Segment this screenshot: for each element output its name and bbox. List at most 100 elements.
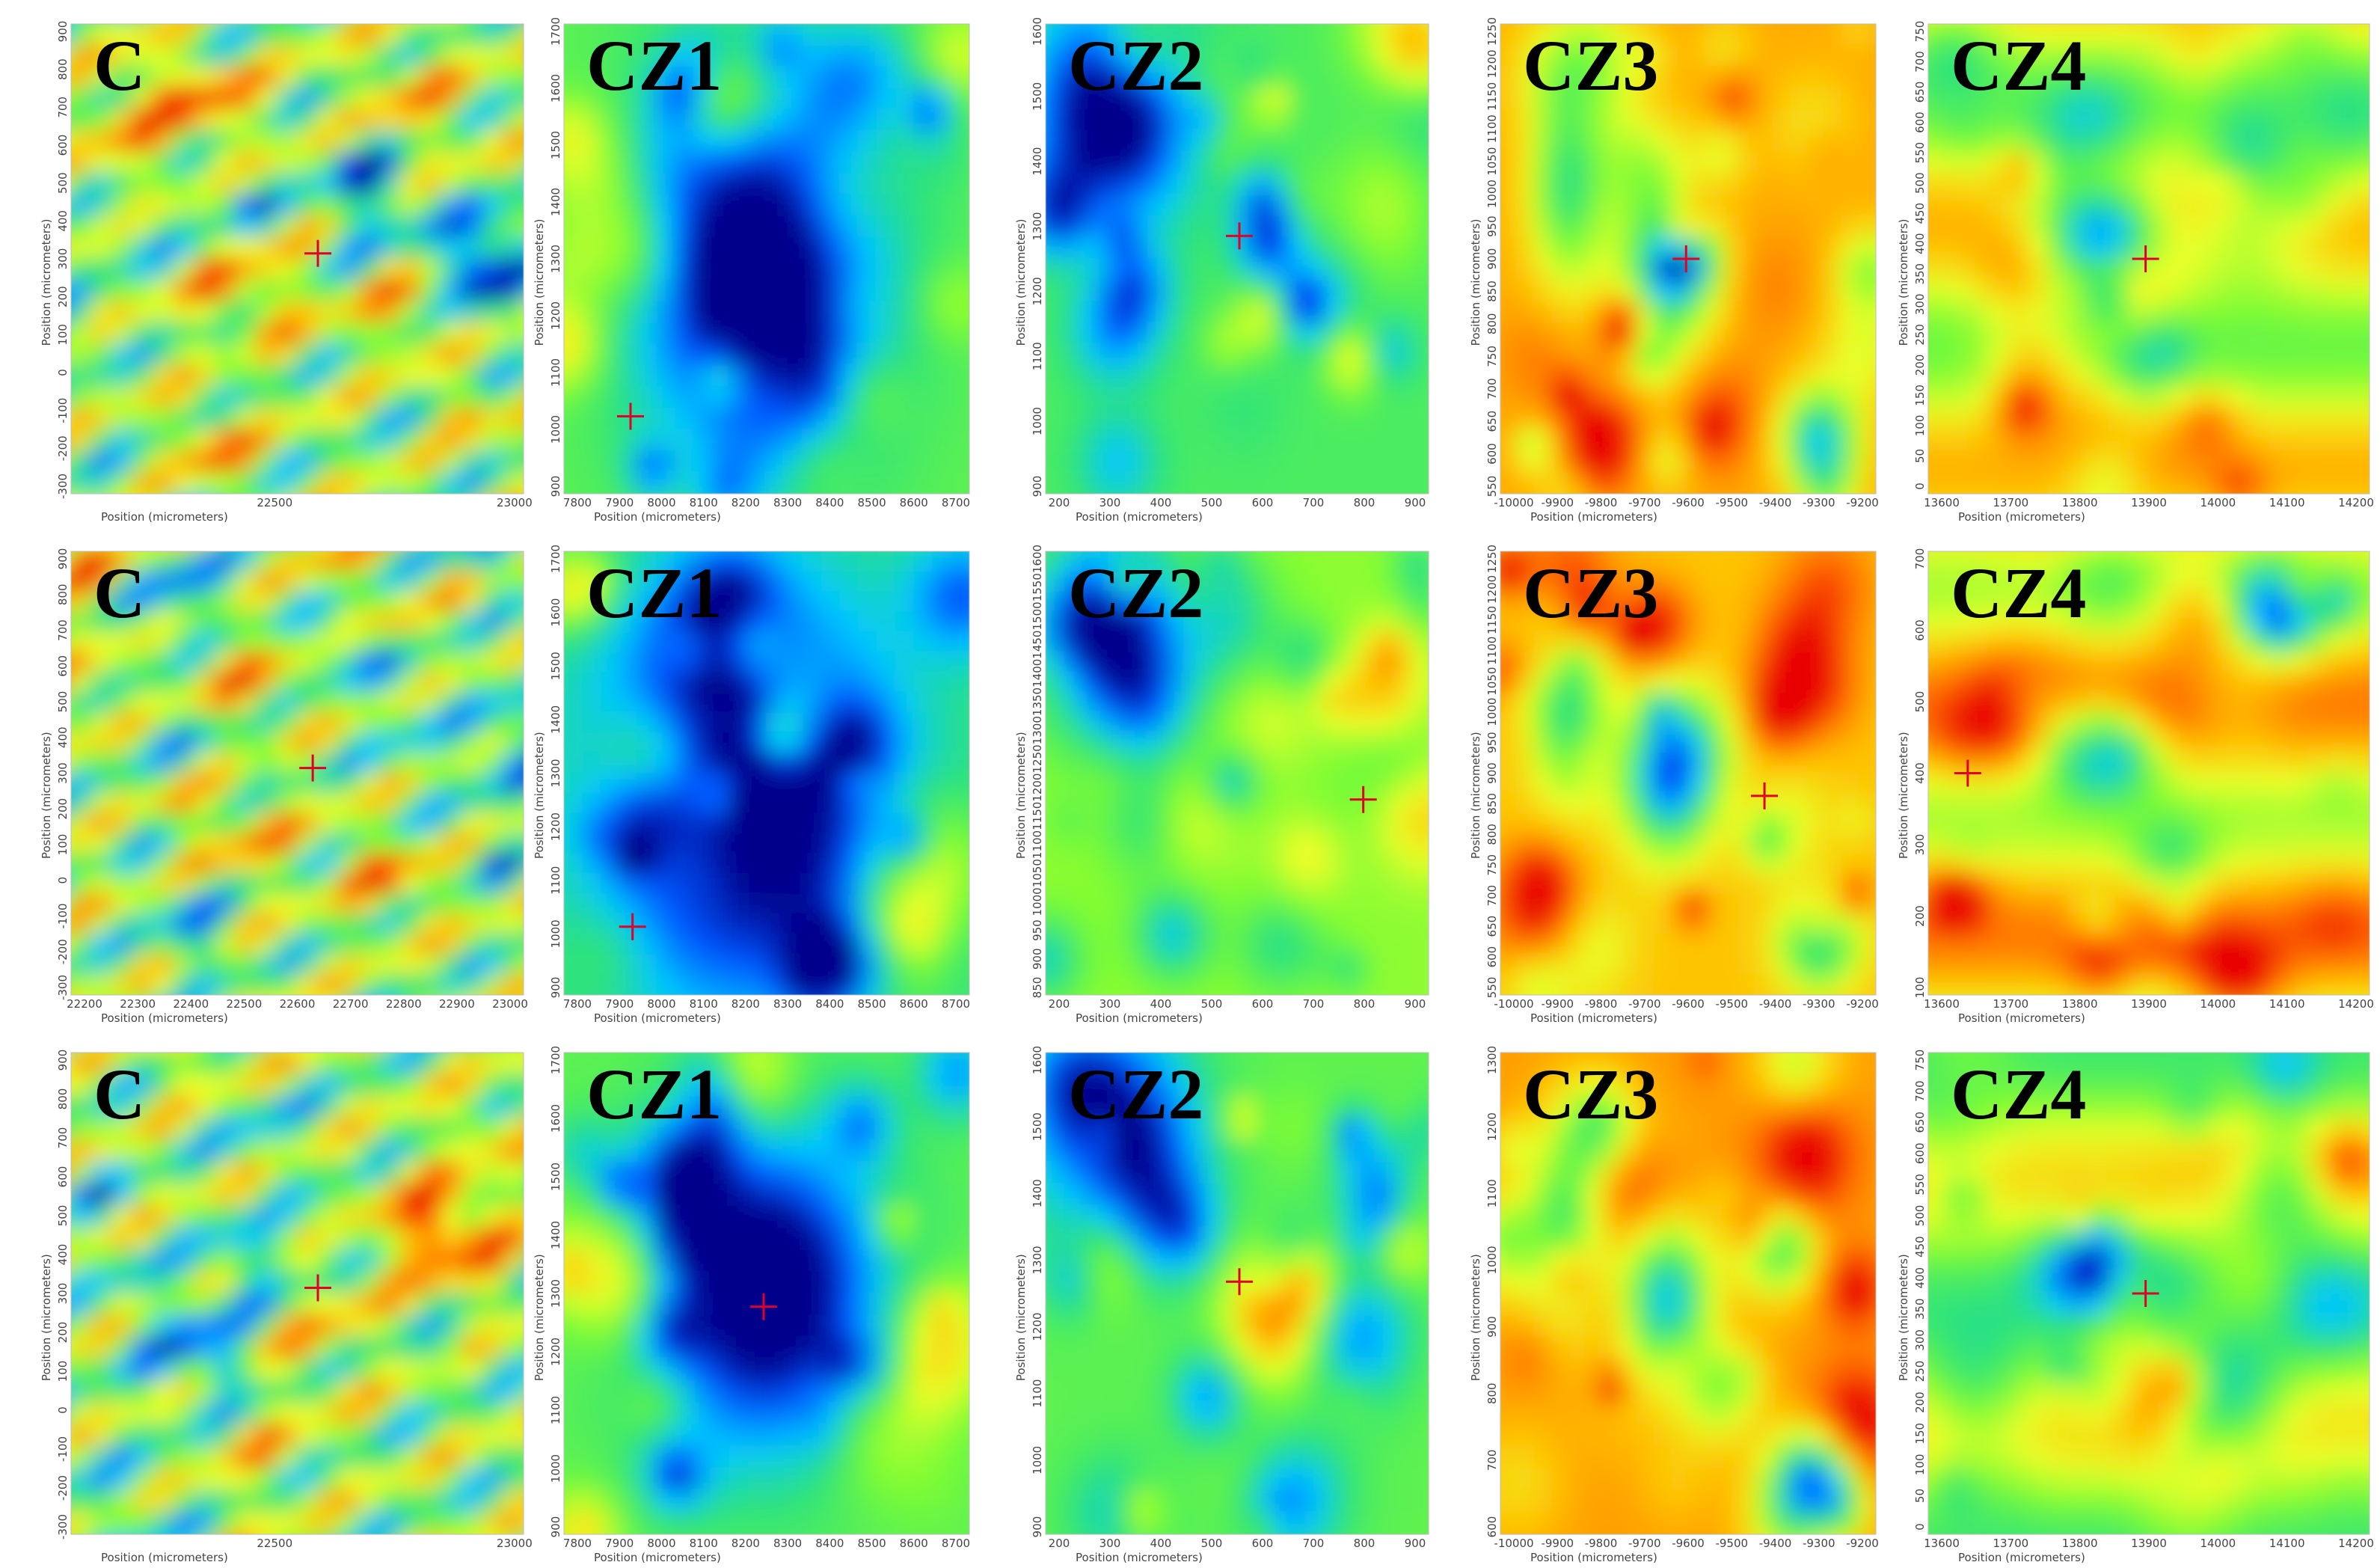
heatmap-cell bbox=[1340, 364, 1360, 388]
heatmap-cell bbox=[876, 893, 897, 916]
heatmap-cell bbox=[71, 129, 93, 153]
heatmap-cell bbox=[1114, 732, 1134, 754]
heatmap-cell bbox=[1687, 471, 1706, 494]
heatmap-cell bbox=[655, 551, 675, 552]
heatmap-cell bbox=[441, 258, 463, 281]
heatmap-cell bbox=[399, 386, 422, 409]
heatmap-cell bbox=[1062, 631, 1082, 653]
heatmap-cell bbox=[2288, 24, 2310, 25]
heatmap-cell bbox=[255, 671, 277, 693]
heatmap-cell bbox=[1046, 974, 1064, 995]
heatmap-cell bbox=[1236, 279, 1256, 303]
heatmap-cell bbox=[2349, 364, 2370, 388]
heatmap-cell bbox=[895, 258, 915, 281]
heatmap-cell bbox=[1551, 551, 1570, 572]
heatmap-cell bbox=[358, 66, 381, 89]
heatmap-cell bbox=[692, 732, 713, 754]
heatmap-cell bbox=[1967, 24, 1990, 46]
heatmap-cell bbox=[564, 386, 565, 409]
heatmap-cell bbox=[1568, 570, 1587, 592]
heatmap-cell bbox=[784, 24, 805, 46]
heatmap-cell bbox=[194, 301, 216, 324]
heatmap-cell bbox=[2008, 386, 2030, 409]
heatmap-cell bbox=[895, 974, 915, 995]
heatmap-cell bbox=[2047, 108, 2070, 132]
heatmap-cell bbox=[111, 732, 134, 754]
y-axis-label: Position (micrometers) bbox=[533, 218, 546, 346]
heatmap-cell bbox=[420, 322, 442, 346]
heatmap-cell bbox=[1500, 570, 1518, 592]
heatmap-cell bbox=[1340, 691, 1360, 714]
heatmap-cell bbox=[1533, 386, 1553, 409]
heatmap-cell bbox=[1132, 279, 1151, 303]
heatmap-cell bbox=[673, 812, 694, 835]
heatmap-cell bbox=[173, 610, 195, 633]
heatmap-cell bbox=[214, 279, 236, 303]
y-tick-label: 1100 bbox=[1031, 342, 1044, 370]
heatmap-cell bbox=[1636, 364, 1655, 388]
heatmap-cell bbox=[600, 893, 620, 916]
heatmap-cell bbox=[821, 570, 841, 592]
heatmap-cell bbox=[153, 651, 175, 673]
heatmap-cell bbox=[1358, 752, 1378, 774]
heatmap-cell bbox=[1824, 610, 1843, 633]
heatmap-cell bbox=[1254, 551, 1273, 552]
heatmap-cell bbox=[637, 108, 657, 132]
x-tick-label: 400 bbox=[1150, 997, 1172, 1011]
heatmap-cell bbox=[1568, 343, 1587, 367]
heatmap-cell bbox=[1340, 322, 1360, 346]
heatmap-cell bbox=[711, 236, 731, 260]
heatmap-cell bbox=[803, 711, 823, 734]
heatmap-cell bbox=[1568, 172, 1587, 196]
heatmap-cell bbox=[1218, 343, 1238, 367]
heatmap-cell bbox=[1306, 732, 1325, 754]
heatmap-cell bbox=[969, 450, 989, 474]
heatmap-cell bbox=[711, 974, 731, 995]
heatmap-cell bbox=[1184, 279, 1203, 303]
heatmap-cell bbox=[1428, 873, 1429, 895]
heatmap-cell bbox=[747, 853, 767, 875]
y-axis-label: Position (micrometers) bbox=[1469, 218, 1482, 346]
heatmap-cell bbox=[337, 258, 360, 281]
heatmap-cell bbox=[2328, 258, 2351, 281]
x-tick-label: 23000 bbox=[492, 997, 528, 1011]
heatmap-cell bbox=[132, 873, 154, 895]
heatmap-cell bbox=[173, 570, 195, 592]
heatmap-cell bbox=[747, 258, 767, 281]
heatmap-cell bbox=[1773, 258, 1791, 281]
heatmap-cell bbox=[692, 450, 713, 474]
heatmap-cell bbox=[317, 407, 340, 431]
heatmap-cell bbox=[399, 258, 422, 281]
x-tick-label: 8400 bbox=[815, 997, 844, 1011]
x-tick-label: 13600 bbox=[1924, 496, 1960, 509]
heatmap-cell bbox=[1323, 631, 1343, 653]
heatmap-cell bbox=[931, 631, 952, 653]
y-tick-label: 950 bbox=[1485, 215, 1499, 237]
heatmap-cell bbox=[441, 954, 463, 976]
heatmap-cell bbox=[1028, 108, 1046, 132]
heatmap-cell bbox=[1062, 343, 1082, 367]
heatmap-cell bbox=[729, 873, 749, 895]
heatmap-cell bbox=[803, 364, 823, 388]
heatmap-cell bbox=[378, 691, 401, 714]
heatmap-cell bbox=[1789, 551, 1809, 552]
heatmap-cell bbox=[1340, 873, 1360, 895]
heatmap-cell bbox=[2128, 279, 2150, 303]
heatmap-cell bbox=[1218, 772, 1238, 794]
heatmap-cell bbox=[71, 87, 93, 111]
heatmap-cell bbox=[2028, 407, 2049, 431]
heatmap-cell bbox=[1755, 364, 1775, 388]
heatmap-cell bbox=[2308, 44, 2331, 68]
heatmap-cell bbox=[1149, 407, 1168, 431]
heatmap-cell bbox=[194, 429, 216, 452]
heatmap-cell bbox=[1500, 631, 1518, 653]
heatmap-cell bbox=[618, 551, 639, 572]
heatmap-cell bbox=[358, 343, 381, 367]
heatmap-cell bbox=[876, 279, 897, 303]
heatmap-cell bbox=[1789, 551, 1809, 572]
x-tick-label: 22800 bbox=[386, 997, 422, 1011]
heatmap-cell bbox=[194, 364, 216, 388]
heatmap-cell bbox=[1393, 934, 1412, 956]
heatmap-cell bbox=[2288, 129, 2310, 153]
heatmap-cell bbox=[766, 44, 786, 68]
